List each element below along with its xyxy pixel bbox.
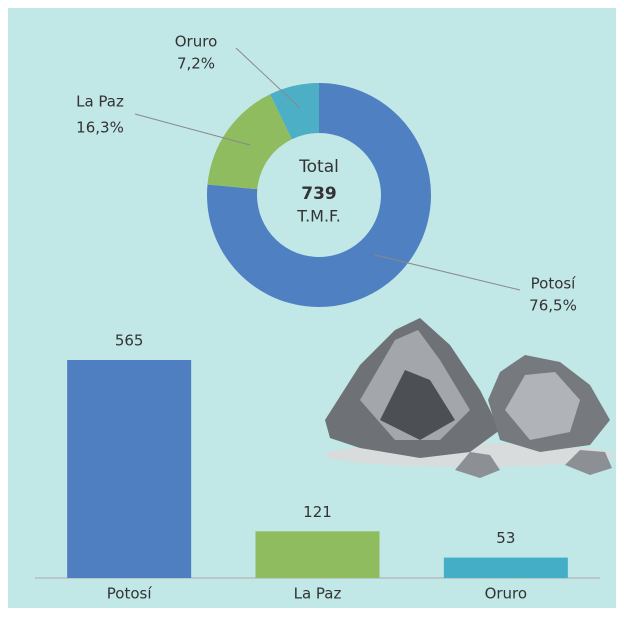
- bar: [255, 531, 380, 578]
- rock-image: [325, 318, 615, 478]
- category-label: La Paz: [76, 93, 124, 111]
- donut-segment: [207, 94, 292, 190]
- donut-segment: [270, 83, 319, 140]
- center-unit: T.M.F.: [296, 207, 341, 226]
- category-label: Potosí: [531, 275, 577, 293]
- x-tick-label: Potosí: [107, 585, 153, 603]
- x-tick-label: Oruro: [485, 585, 528, 603]
- value-label: 565: [115, 332, 144, 350]
- value-label: 16,3%: [76, 119, 124, 137]
- donut-segment: [206, 83, 431, 307]
- center-total: 739: [301, 184, 337, 204]
- value-label: 121: [303, 503, 332, 521]
- bar: [443, 557, 568, 578]
- value-label: 76,5%: [529, 297, 577, 315]
- leader-line: [235, 47, 301, 109]
- leader-line: [134, 113, 251, 146]
- bar: [67, 360, 192, 578]
- value-label: 7,2%: [177, 55, 215, 73]
- center-title: Total: [298, 157, 339, 177]
- value-label: 53: [496, 529, 515, 547]
- x-tick-label: La Paz: [294, 585, 342, 603]
- leader-line: [374, 254, 521, 291]
- category-label: Oruro: [175, 33, 218, 51]
